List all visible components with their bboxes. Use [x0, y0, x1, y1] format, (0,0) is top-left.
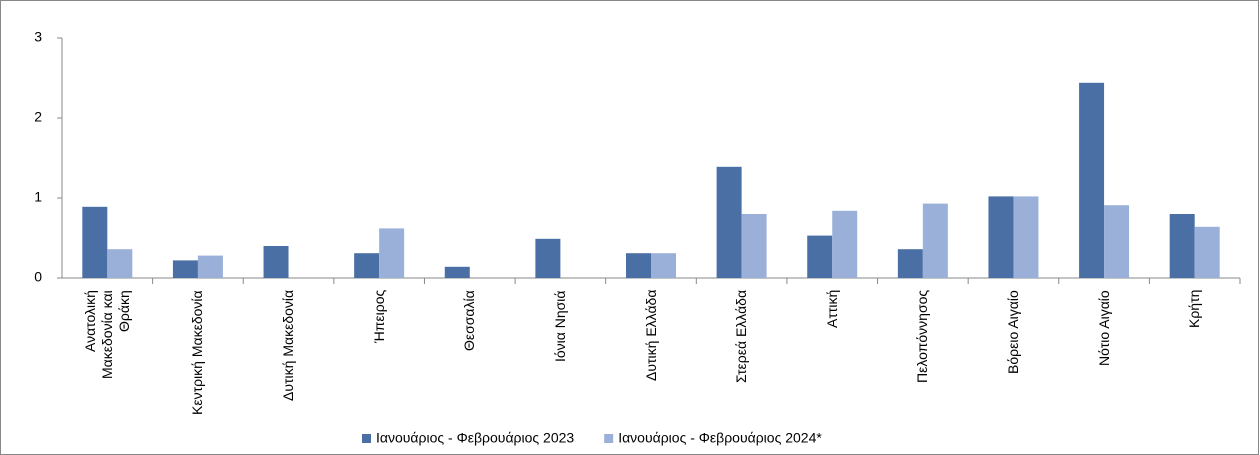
x-tick-label: Νότιο Αιγαίο [1095, 290, 1112, 366]
legend-label: Ιανουάριος - Φεβρουάριος 2024* [618, 430, 822, 446]
bar [897, 249, 923, 278]
bar [626, 253, 651, 278]
bar [82, 206, 108, 278]
x-tick-label: Ήπειρος [370, 290, 387, 344]
bar [922, 203, 948, 278]
x-tick-label: Δυτική Ελλάδα [642, 290, 659, 382]
legend-label: Ιανουάριος - Φεβρουάριος 2023 [376, 430, 574, 446]
legend-swatch [362, 434, 371, 443]
bar [716, 166, 742, 278]
x-tick-label: Πελοπόννησος [914, 290, 931, 384]
bar [988, 196, 1014, 278]
bar [379, 228, 405, 278]
y-tick-label: 1 [34, 189, 42, 205]
x-tick-label: Θεσσαλία [461, 290, 478, 351]
bar [1194, 226, 1220, 278]
y-tick-label: 3 [34, 29, 42, 45]
bar [197, 255, 223, 278]
bar [1079, 82, 1105, 278]
bar [1169, 214, 1195, 278]
y-tick-label: 0 [34, 269, 42, 285]
bar [832, 210, 858, 278]
y-tick-label: 2 [34, 109, 42, 125]
x-tick-label: Βόρειο Αιγαίο [1004, 290, 1021, 374]
bar [172, 260, 198, 278]
x-tick-label: Κρήτη [1186, 290, 1203, 329]
bar [1104, 205, 1130, 278]
x-tick-label: Αττική [823, 290, 840, 329]
bar [1013, 196, 1039, 278]
bar [354, 253, 380, 278]
x-tick-label: Ιόνια Νησιά [551, 290, 568, 362]
bar [535, 238, 561, 278]
bar [263, 246, 289, 278]
bar [107, 249, 133, 278]
x-tick-label: Ανατολική Μακεδονία και Θράκη [81, 290, 132, 379]
bar [741, 214, 767, 278]
x-tick-label: Στερεά Ελλάδα [733, 290, 750, 384]
x-tick-label: Κεντρική Μακεδονία [189, 290, 206, 415]
bar [807, 235, 833, 278]
bar [651, 253, 676, 278]
x-tick-label: Δυτική Μακεδονία [280, 290, 297, 402]
bar [444, 266, 470, 278]
legend-swatch [604, 434, 614, 443]
